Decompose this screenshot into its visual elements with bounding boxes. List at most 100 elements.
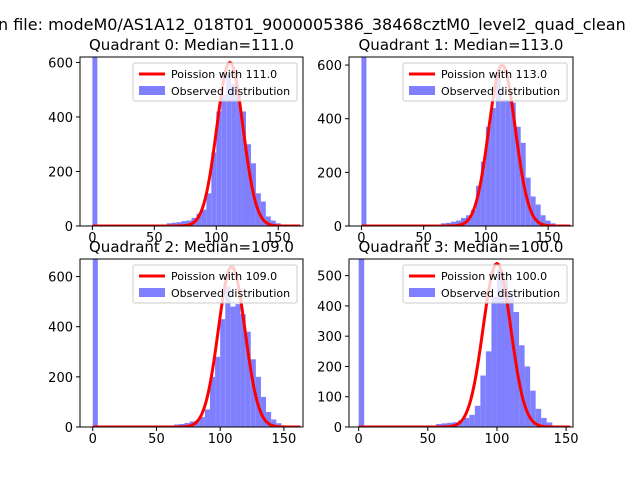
plot-area (92, 259, 301, 427)
hist-bar (221, 95, 227, 226)
hist-bar (500, 99, 506, 226)
hist-bar (461, 217, 466, 226)
hist-bar (519, 345, 525, 427)
poisson-curve (92, 60, 301, 226)
legend-poisson-label: Poission with 113.0 (441, 68, 547, 81)
x-tick-label: 100 (473, 231, 498, 246)
legend-box (402, 62, 568, 102)
hist-bar (92, 57, 98, 226)
y-tick-label: 400 (317, 113, 342, 128)
axes-frame (348, 56, 574, 227)
hist-bar (458, 420, 464, 427)
y-tick-label: 100 (317, 391, 342, 406)
hist-bar (240, 314, 246, 427)
hist-bar (260, 201, 266, 226)
poisson-curve (92, 264, 301, 427)
x-tick-label: 0 (357, 231, 365, 246)
subplot-quadrant-3: 0 50 100 150 0 100 200 300 400 500 Quadrant 3: Med… (317, 238, 578, 447)
hist-bar (495, 78, 501, 226)
legend-observed-label: Observed distribution (441, 287, 560, 300)
y-tick-label: 500 (317, 270, 342, 285)
hist-bar (510, 102, 516, 226)
plot-area (92, 57, 301, 226)
hist-bar (201, 209, 207, 226)
legend-observed-swatch (139, 86, 165, 95)
legend-poisson-label: Poission with 100.0 (441, 270, 547, 283)
hist-bar (194, 420, 200, 427)
hist-bar (508, 293, 514, 427)
hist-bar (491, 296, 497, 427)
y-tick-label: 200 (48, 165, 73, 180)
hist-bar (530, 390, 536, 427)
hist-bar (211, 152, 217, 226)
x-tick-label: 50 (146, 231, 163, 246)
hist-bar (220, 319, 226, 427)
y-tick-label: 600 (48, 56, 73, 71)
y-tick-label: 0 (65, 421, 73, 436)
hist-bar (447, 422, 453, 427)
y-tick-label: 200 (48, 371, 73, 386)
hist-bar (176, 222, 182, 226)
hist-bar (515, 126, 521, 226)
hist-bar (271, 419, 277, 427)
hist-bar (171, 222, 177, 226)
hist-bar (250, 359, 256, 427)
x-tick-label: 50 (148, 432, 165, 447)
y-tick-label: 0 (65, 220, 73, 235)
hist-bar (535, 408, 542, 427)
y-tick-label: 200 (317, 166, 342, 181)
hist-bar (480, 375, 486, 427)
hist-bar (490, 107, 496, 226)
hist-bar (541, 417, 547, 427)
hist-bar (206, 193, 212, 226)
hist-bar (485, 351, 492, 427)
hist-bar (505, 99, 511, 226)
hist-bar (204, 409, 210, 427)
legend-poisson-label: Poission with 111.0 (171, 68, 277, 81)
legend-box (132, 62, 298, 102)
hist-bar (209, 376, 216, 427)
y-tick-label: 400 (48, 111, 73, 126)
hist-bar (545, 220, 551, 226)
hist-bar (215, 356, 221, 427)
y-tick-label: 400 (317, 300, 342, 315)
hist-bar (260, 396, 267, 427)
plot-area (361, 57, 571, 226)
axes-frame (348, 258, 574, 428)
hist-bar (530, 196, 536, 226)
legend: Poission with 109.0 Observed distribution (132, 264, 298, 304)
subplot-title: Quadrant 3: Median=100.0 (359, 238, 564, 256)
legend-poisson-label: Poission with 109.0 (171, 270, 277, 283)
hist-bar (235, 304, 241, 427)
x-tick-label: 50 (415, 231, 432, 246)
x-tick-label: 150 (536, 231, 561, 246)
y-tick-label: 0 (334, 220, 342, 235)
hist-bar (446, 222, 452, 226)
subplot-quadrant-2: 0 50 100 150 0 200 400 600 Quadrant 2: Median=10… (48, 238, 304, 447)
legend-observed-label: Observed distribution (171, 287, 290, 300)
y-tick-label: 600 (48, 271, 73, 286)
hist-bar (502, 278, 509, 427)
hist-bar (463, 417, 470, 427)
y-tick-label: 300 (317, 330, 342, 345)
y-tick-label: 600 (317, 59, 342, 74)
hist-bar (225, 286, 231, 427)
hist-bar (540, 215, 546, 226)
hist-bar (546, 422, 553, 427)
legend-box (132, 264, 298, 304)
hist-bar (270, 220, 276, 226)
x-tick-label: 150 (266, 231, 291, 246)
hist-bar (535, 204, 541, 226)
x-tick-label: 0 (89, 432, 97, 447)
axes-frame (79, 258, 304, 428)
poisson-curve (358, 261, 571, 427)
hist-bar (266, 411, 272, 427)
hist-bar (485, 126, 491, 226)
x-tick-label: 100 (485, 432, 510, 447)
hist-bar (181, 221, 187, 226)
y-tick-label: 400 (48, 321, 73, 336)
hist-bar (496, 269, 503, 427)
legend: Poission with 113.0 Observed distribution (402, 62, 568, 102)
hist-bar (245, 331, 251, 427)
